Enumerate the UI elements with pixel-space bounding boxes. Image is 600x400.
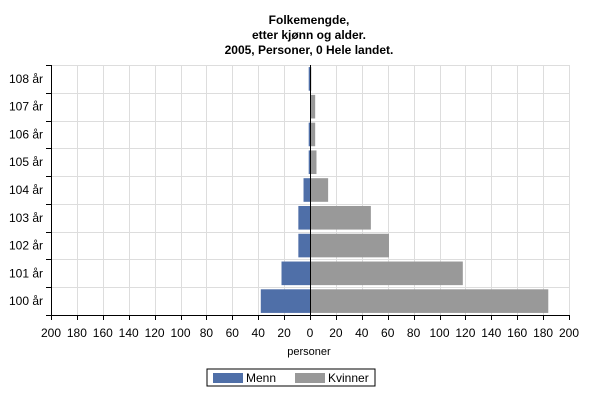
- x-tick-label-1: 180: [67, 326, 87, 340]
- y-tick-label-6: 106 år: [9, 127, 43, 141]
- y-tick-labels: 100 år 101 år 102 år 103 år 104 år 105 år 106 …: [9, 72, 43, 308]
- legend-label-kvinner: Kvinner: [328, 371, 369, 385]
- x-tick-label-5: 100: [170, 326, 190, 340]
- bar-menn-108-r: [308, 67, 310, 91]
- x-tick-label-4: 120: [145, 326, 165, 340]
- y-tick-label-7: 107 år: [9, 100, 43, 114]
- y-tick-label-8: 108 år: [9, 72, 43, 86]
- chart-title-line-1: Folkemengde,: [269, 13, 350, 27]
- bar-kvinner-103-r: [310, 205, 371, 230]
- bars: [260, 67, 549, 313]
- legend-swatch-menn: [213, 373, 243, 383]
- x-tick-label-8: 40: [252, 326, 266, 340]
- x-tick-label-17: 140: [481, 326, 501, 340]
- chart-title-line-2: etter kjønn og alder.: [252, 28, 366, 42]
- x-tick-label-7: 60: [226, 326, 240, 340]
- legend: Menn Kvinner: [206, 368, 376, 387]
- bar-kvinner-102-r: [310, 233, 389, 258]
- bar-kvinner-106-r: [310, 122, 316, 147]
- x-tick-label-9: 20: [277, 326, 291, 340]
- y-tick-label-2: 102 år: [9, 239, 43, 253]
- legend-label-menn: Menn: [246, 371, 276, 385]
- chart-title: Folkemengde, etter kjønn og alder. 2005,…: [225, 13, 394, 57]
- y-tick-label-5: 105 år: [9, 155, 43, 169]
- x-tick-label-12: 40: [355, 326, 369, 340]
- y-tick-label-3: 103 år: [9, 211, 43, 225]
- y-tick-label-0: 100 år: [9, 294, 43, 308]
- x-tick-label-13: 60: [381, 326, 395, 340]
- bar-menn-102-r: [298, 233, 310, 258]
- x-tick-label-16: 120: [455, 326, 475, 340]
- bar-kvinner-100-r: [310, 289, 549, 313]
- bar-kvinner-101-r: [310, 261, 463, 286]
- bar-menn-105-r: [308, 150, 310, 175]
- bar-kvinner-105-r: [310, 150, 317, 175]
- x-tick-label-14: 80: [407, 326, 421, 340]
- x-tick-label-20: 200: [559, 326, 579, 340]
- bar-menn-100-r: [260, 289, 310, 313]
- axes: [46, 65, 570, 320]
- bar-menn-106-r: [308, 122, 310, 147]
- x-tick-label-3: 140: [119, 326, 139, 340]
- x-tick-label-0: 200: [41, 326, 61, 340]
- x-tick-label-19: 180: [533, 326, 553, 340]
- x-axis-label: personer: [287, 346, 331, 358]
- bar-menn-101-r: [281, 261, 310, 286]
- bar-kvinner-107-r: [310, 94, 316, 119]
- chart-title-line-3: 2005, Personer, 0 Hele landet.: [225, 43, 394, 57]
- x-tick-label-10: 0: [307, 326, 314, 340]
- y-tick-label-4: 104 år: [9, 183, 43, 197]
- bar-kvinner-104-r: [310, 178, 329, 202]
- x-tick-labels: 200 180 160 140 120 100 80 60 40 20 0 20 40 60 80 100 12…: [41, 326, 579, 340]
- x-tick-label-11: 20: [329, 326, 343, 340]
- legend-swatch-kvinner: [295, 373, 325, 383]
- bar-menn-103-r: [298, 205, 310, 230]
- legend-box: [206, 368, 376, 387]
- x-tick-label-6: 80: [200, 326, 214, 340]
- x-tick-label-2: 160: [93, 326, 113, 340]
- x-tick-label-15: 100: [429, 326, 449, 340]
- y-tick-label-1: 101 år: [9, 266, 43, 280]
- x-tick-label-18: 160: [507, 326, 527, 340]
- bar-menn-104-r: [303, 178, 310, 202]
